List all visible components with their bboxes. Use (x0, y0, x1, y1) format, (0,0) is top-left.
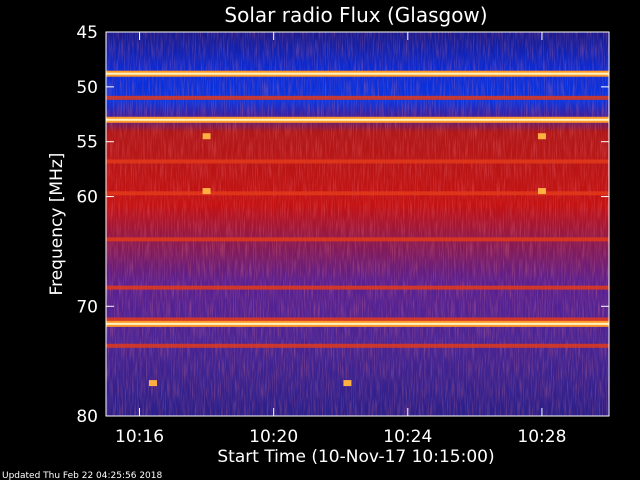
burst-3 (537, 188, 546, 195)
burst-2 (537, 133, 546, 140)
bright-band-core-1 (106, 118, 609, 121)
y-tick-label-0: 45 (76, 23, 98, 43)
burst-1 (202, 188, 211, 195)
y-tick-label-5: 80 (76, 407, 98, 427)
burst-0 (202, 133, 211, 140)
y-tick-label-1: 50 (76, 78, 98, 98)
moderate-band-0 (106, 95, 609, 100)
burst-5 (343, 380, 352, 387)
x-tick-label-3: 10:28 (517, 427, 566, 447)
x-axis: 10:16 10:20 10:24 10:28 (115, 32, 566, 447)
burst-marks (148, 133, 546, 387)
spectrogram-noise (106, 32, 609, 416)
y-tick-label-3: 60 (76, 188, 98, 208)
bright-band-core-2 (106, 322, 609, 325)
y-axis-label: Frequency [MHz] (47, 153, 67, 296)
frequency-bands (106, 70, 609, 348)
moderate-band-3 (106, 237, 609, 242)
moderate-band-6 (106, 343, 609, 348)
x-tick-label-0: 10:16 (115, 427, 164, 447)
moderate-band-4 (106, 285, 609, 290)
x-axis-label: Start Time (10-Nov-17 10:15:00) (217, 447, 494, 467)
updated-footer: Updated Thu Feb 22 04:25:56 2018 (2, 471, 163, 480)
chart-title: Solar radio Flux (Glasgow) (224, 3, 487, 27)
plot-frame (105, 31, 610, 417)
burst-4 (148, 380, 157, 387)
plot-area (105, 31, 610, 417)
moderate-band-5 (106, 317, 609, 322)
x-tick-label-1: 10:20 (249, 427, 298, 447)
x-tick-label-2: 10:24 (383, 427, 432, 447)
y-axis: 45 50 55 60 70 80 (76, 23, 609, 427)
y-tick-label-2: 55 (76, 133, 98, 153)
bright-band-core-0 (106, 72, 609, 75)
y-tick-label-4: 70 (76, 297, 98, 317)
moderate-band-2 (106, 191, 609, 196)
moderate-band-1 (106, 159, 609, 164)
